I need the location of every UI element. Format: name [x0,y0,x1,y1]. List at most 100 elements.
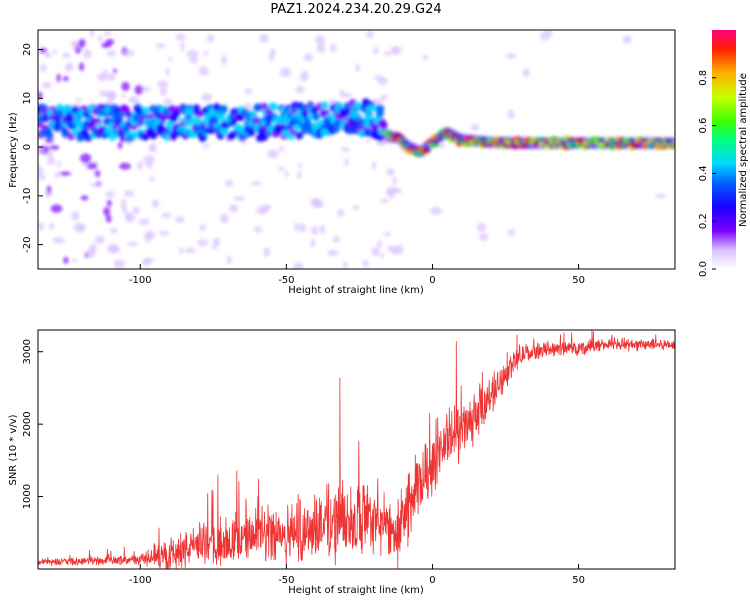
x-tick-label: -100 [129,275,152,286]
spectrogram-speckle [297,170,302,180]
spectrogram-speckle [351,205,360,210]
colorbar-label: Normalized spectral amplitude [738,73,749,227]
spectrogram-speckle [62,76,69,82]
spectrogram-speckle [386,167,395,176]
spectrogram-speckle [141,259,151,266]
spectrogram-speckle [46,158,56,165]
spectrogram-speckle [38,222,44,231]
spectrogram-speckle [379,253,385,258]
x-tick-label: -100 [129,575,152,586]
spectrogram-speckle [158,230,170,236]
spectrogram-speckle [422,55,429,61]
spectrogram-speckle [63,256,69,264]
spectrogram-speckle [299,72,309,82]
spectrogram-speckle [372,47,379,55]
snr-marks [38,330,675,569]
colorbar-tick-label: 0.2 [698,213,709,229]
spectrogram-speckle [366,138,371,144]
spectrogram-speckle [179,247,184,255]
spectrogram-speckle [98,34,103,43]
spectrogram-speckle [344,157,349,167]
spectrogram-speckle [127,241,138,247]
spectrogram-ridge-blob [247,128,256,137]
spectrogram-speckle [387,245,396,251]
spectrogram-speckle [298,162,303,168]
spectrogram-ridge-blob [321,101,330,110]
spectrogram-speckle [165,68,170,76]
spectrogram-ridge-blob [310,106,319,115]
spectrogram-speckle [390,45,402,55]
spectrogram-core [178,117,185,122]
spectrogram-speckle [78,38,86,48]
spectrogram-speckle [293,262,304,269]
spectrogram-speckle [430,206,442,215]
spectrogram-speckle [225,179,234,187]
spectrogram-ridge-blob [241,108,250,117]
spectrogram-speckle [49,222,55,230]
spectrogram-ridge-blob [212,103,221,112]
spectrogram-speckle [278,146,285,152]
spectrogram-speckle [60,232,70,237]
colorbar-tick-label: 0.8 [698,70,709,86]
spectrogram-core [61,122,68,127]
spectrogram-speckle [113,259,125,269]
spectrogram-speckle [107,243,119,254]
spectrogram-speckle [149,175,155,183]
spectrogram-speckle [392,176,398,185]
spectrogram-speckle [127,96,140,104]
spectrogram-speckle [206,33,214,43]
spectrogram-speckle [38,173,46,181]
spectrogram-speckle [377,239,382,250]
spectrogram-speckle [87,247,96,258]
spectrogram-speckle [104,191,115,198]
spectrogram-speckle [259,34,269,43]
spectrogram-speckle [123,50,135,57]
spectrogram-ridge-blob [129,130,138,139]
spectrogram-core [271,119,278,124]
spectrogram-speckle [201,92,213,102]
spectrogram-speckle [138,218,150,226]
y-tick-label: 3000 [22,339,33,364]
spectrogram-speckle [203,51,209,56]
spectrogram-speckle [299,223,306,233]
spectrogram-speckle [105,38,115,45]
spectrogram-speckle [389,191,394,199]
spectrogram-core [131,121,138,126]
spectrogram-speckle [277,91,283,101]
spectrogram-speckle [159,86,167,96]
spectrogram-ridge-blob [295,131,304,140]
spectrogram-speckle [80,195,89,201]
x-tick-label: -50 [278,575,294,586]
spectrogram-blobs [38,30,675,269]
spectrogram-speckle [355,63,360,72]
spectrogram-speckle [342,93,353,98]
spectrogram-speckle [522,68,530,77]
spectrogram-speckle [73,222,86,233]
spectrogram-speckle [233,195,245,201]
spectrogram-speckle [478,233,489,242]
spectrogram-x-ticks: -100 -50 0 50 [129,264,585,286]
spectrogram-ridge-blob [217,113,226,122]
spectrogram-speckle [391,188,403,194]
spectrogram-speckle [371,246,380,257]
chart-title: PAZ1.2024.234.20.29.G24 [270,2,441,17]
spectrogram-speckle [339,89,345,99]
spectrogram-speckle [327,249,339,257]
spectrogram-speckle [106,199,112,207]
spectrogram-speckle [89,30,95,38]
spectrogram-speckle [107,90,117,101]
spectrogram-speckle [83,49,92,59]
spectrogram-speckle [622,35,632,45]
snr-panel: -100 -50 0 50 1000 2000 3000 Height of straig… [8,329,676,596]
spectrogram-core [365,114,372,119]
spectrogram-speckle [229,204,239,213]
spectrogram-core [108,122,115,127]
spectrogram-speckle [149,142,156,152]
spectrogram-speckle [99,90,108,97]
y-tick-label: 2000 [22,411,33,436]
spectrogram-speckle [284,171,290,177]
spectrogram-speckle [38,148,44,155]
spectrogram-speckle [103,69,109,75]
spectrogram-ridge-blob [378,120,387,129]
